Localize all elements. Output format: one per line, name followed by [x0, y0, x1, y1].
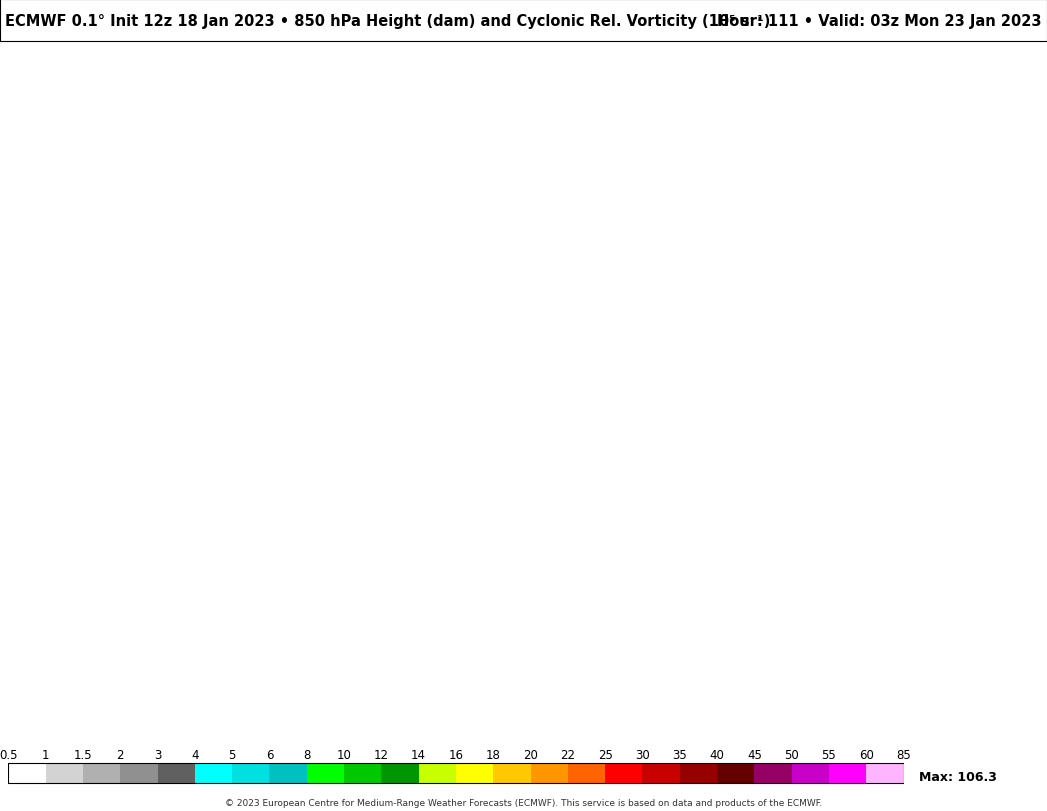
Bar	[120, 763, 158, 783]
Text: 0.5: 0.5	[0, 749, 18, 762]
Text: 16: 16	[448, 749, 464, 762]
Bar	[792, 763, 829, 783]
Text: 20: 20	[524, 749, 538, 762]
Text: 85: 85	[896, 749, 911, 762]
Bar	[8, 763, 46, 783]
Text: 25: 25	[598, 749, 612, 762]
Text: 6: 6	[266, 749, 273, 762]
Bar	[829, 763, 866, 783]
Bar	[344, 763, 381, 783]
Bar	[643, 763, 680, 783]
Bar	[680, 763, 717, 783]
Text: 35: 35	[672, 749, 687, 762]
Text: 18: 18	[486, 749, 500, 762]
Bar	[717, 763, 754, 783]
Text: ECMWF 0.1° Init 12z 18 Jan 2023 • 850 hPa Height (dam) and Cyclonic Rel. Vortici: ECMWF 0.1° Init 12z 18 Jan 2023 • 850 hP…	[5, 14, 771, 28]
Text: 5: 5	[228, 749, 236, 762]
Text: © 2023 European Centre for Medium-Range Weather Forecasts (ECMWF). This service : © 2023 European Centre for Medium-Range …	[225, 798, 822, 807]
Text: 3: 3	[154, 749, 161, 762]
Bar	[46, 763, 83, 783]
Bar	[567, 763, 605, 783]
Text: Hour: 111 • Valid: 03z Mon 23 Jan 2023: Hour: 111 • Valid: 03z Mon 23 Jan 2023	[717, 14, 1042, 28]
Bar	[195, 763, 232, 783]
Bar	[605, 763, 643, 783]
Text: 40: 40	[710, 749, 725, 762]
Bar	[456, 763, 493, 783]
Text: Max: 106.3: Max: 106.3	[919, 770, 997, 783]
Text: 12: 12	[374, 749, 388, 762]
Text: 50: 50	[784, 749, 799, 762]
Text: 10: 10	[337, 749, 352, 762]
Bar	[866, 763, 904, 783]
Text: 14: 14	[411, 749, 426, 762]
Text: 60: 60	[859, 749, 873, 762]
Text: 1.5: 1.5	[73, 749, 92, 762]
Bar	[232, 763, 269, 783]
Bar	[269, 763, 307, 783]
Bar	[419, 763, 456, 783]
Bar	[157, 763, 195, 783]
Text: 4: 4	[192, 749, 199, 762]
Bar	[307, 763, 344, 783]
Bar	[381, 763, 419, 783]
Text: 55: 55	[822, 749, 837, 762]
Bar	[754, 763, 792, 783]
Text: 22: 22	[560, 749, 576, 762]
Bar	[493, 763, 531, 783]
Text: 2: 2	[116, 749, 124, 762]
Bar	[531, 763, 567, 783]
Text: 8: 8	[303, 749, 311, 762]
Bar	[8, 763, 904, 783]
Text: 45: 45	[747, 749, 762, 762]
Text: 1: 1	[42, 749, 49, 762]
Bar	[83, 763, 120, 783]
Text: 30: 30	[636, 749, 650, 762]
